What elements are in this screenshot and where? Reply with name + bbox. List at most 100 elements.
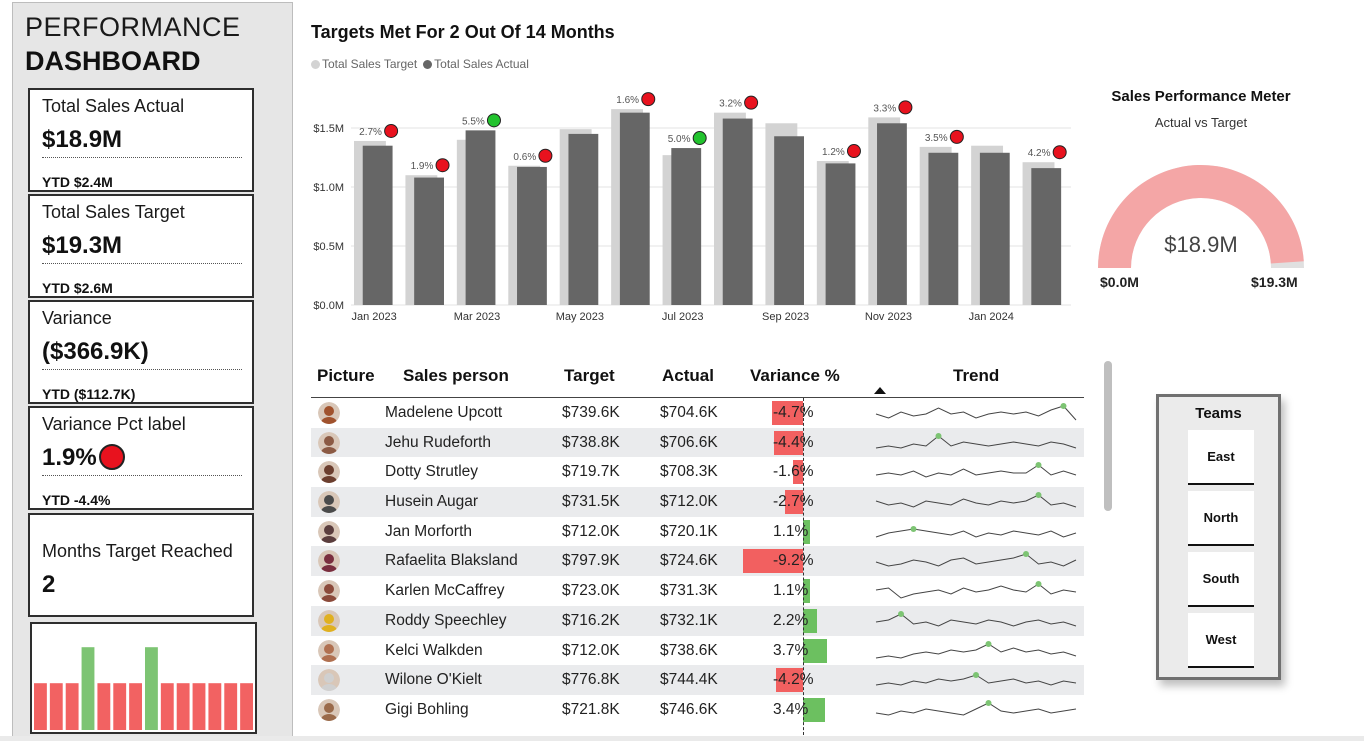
gauge-title: Sales Performance Meter: [1111, 88, 1291, 105]
dashboard-title-line2: DASHBOARD: [25, 46, 201, 76]
status-marker-icon: [692, 131, 707, 146]
chart-legend: Total Sales Target Total Sales Actual: [311, 57, 529, 71]
trend-line: [875, 435, 1077, 449]
kpi-value-text: 1.9%: [42, 444, 97, 471]
trend-line: [875, 528, 1077, 538]
table-row[interactable]: Jehu Rudeforth $738.8K $706.6K -4.4%: [311, 427, 1084, 458]
table-row[interactable]: Karlen McCaffrey $723.0K $731.3K 1.1%: [311, 576, 1084, 606]
status-marker-icon: [846, 144, 861, 159]
legend-label: Total Sales Actual: [434, 57, 529, 71]
table-row[interactable]: Madelene Upcott $739.6K $704.6K -4.7%: [311, 398, 1084, 428]
variance-value: 3.7%: [773, 641, 809, 659]
avatar: [318, 639, 340, 662]
trend-sparkline: [875, 610, 1077, 627]
trend-peak-marker: [985, 640, 992, 647]
status-marker-icon: [949, 129, 964, 144]
variance-bar: [803, 697, 826, 722]
actual-bar: [517, 166, 547, 305]
table-row[interactable]: Gigi Bohling $721.8K $746.6K 3.4%: [311, 695, 1084, 725]
sales-bar-chart: $0.0M $0.5M $1.0M $1.5M Jan 2023 2.7% 1.9% Mar …: [313, 92, 1071, 323]
target-value: $739.6K: [562, 404, 620, 421]
trend-line: [875, 642, 1077, 659]
x-tick-label: Mar 2023: [454, 311, 500, 323]
column-header-trend[interactable]: Trend: [953, 366, 1000, 385]
kpi-divider: [42, 369, 242, 370]
kpi-divider: [42, 263, 242, 264]
actual-bar: [825, 163, 856, 305]
target-value: $712.0K: [562, 641, 620, 659]
avatar: [318, 402, 340, 424]
table-row[interactable]: Roddy Speechley $716.2K $732.1K 2.2%: [311, 605, 1084, 636]
trend-sparkline: [875, 525, 1077, 538]
trend-peak-marker: [910, 525, 917, 532]
variance-value: -4.4%: [773, 433, 814, 451]
salesperson-name: Wilone O'Kielt: [385, 671, 482, 689]
x-tick-label: Jan 2023: [352, 311, 397, 323]
mini-bar: [192, 683, 206, 730]
table-row[interactable]: Kelci Walkden $712.0K $738.6K 3.7%: [311, 636, 1084, 666]
actual-bar: [979, 152, 1010, 305]
actual-bar: [465, 130, 496, 305]
team-button-west[interactable]: West: [1188, 613, 1254, 668]
salesperson-name: Gigi Bohling: [385, 700, 469, 718]
table-scrollbar[interactable]: [1104, 361, 1112, 511]
legend-item-actual[interactable]: Total Sales Actual: [423, 57, 529, 71]
variance-bar: [803, 519, 811, 544]
gauge-subtitle: Actual vs Target: [1154, 115, 1248, 130]
status-marker-icon: [486, 113, 501, 128]
gauge-min-label: $0.0M: [1100, 274, 1139, 290]
table-row[interactable]: Rafaelita Blaksland $797.9K $724.6K -9.2%: [311, 546, 1084, 577]
kpi-card-sales-target: Total Sales Target $19.3M YTD $2.6M: [28, 194, 254, 298]
actual-value: $738.6K: [660, 641, 718, 659]
kpi-value: $18.9M: [42, 126, 123, 153]
chart-title: Targets Met For 2 Out Of 14 Months: [311, 22, 615, 42]
x-tick-label: Sep 2023: [762, 311, 809, 323]
trend-line: [875, 405, 1077, 421]
trend-peak-marker: [1035, 462, 1042, 469]
variance-bar: [785, 490, 803, 515]
table-row[interactable]: Jan Morforth $712.0K $720.1K 1.1%: [311, 517, 1084, 547]
table-row[interactable]: Wilone O'Kielt $776.8K $744.4K -4.2%: [311, 665, 1084, 695]
data-label: 5.5%: [462, 116, 485, 127]
actual-bar: [619, 112, 650, 305]
status-marker-icon: [744, 95, 759, 110]
y-tick-label: $1.5M: [313, 123, 344, 135]
variance-value: -9.2%: [773, 552, 814, 570]
status-marker-icon: [384, 123, 399, 138]
status-marker-icon: [641, 92, 656, 107]
kpi-label: Variance: [42, 308, 112, 328]
avatar: [318, 431, 340, 454]
actual-value: $712.0K: [660, 493, 718, 511]
table-row[interactable]: Dotty Strutley $719.7K $708.3K -1.6%: [311, 457, 1084, 487]
column-header-picture[interactable]: Picture: [317, 366, 375, 385]
variance-zero-axis: [803, 398, 804, 741]
avatar: [318, 491, 340, 514]
actual-bar: [362, 145, 393, 305]
variance-bar: [803, 579, 811, 604]
legend-item-target[interactable]: Total Sales Target: [311, 57, 417, 71]
sort-ascending-icon[interactable]: [874, 387, 886, 394]
team-button-east[interactable]: East: [1188, 430, 1254, 485]
team-button-north[interactable]: North: [1188, 491, 1254, 546]
column-header-target[interactable]: Target: [564, 366, 615, 385]
trend-peak-marker: [1023, 551, 1029, 558]
table-row[interactable]: Husein Augar $731.5K $712.0K -2.7%: [311, 487, 1084, 517]
trend-line: [875, 613, 1077, 627]
trend-line: [875, 583, 1077, 599]
variance-bar: [772, 401, 803, 425]
table-body: Madelene Upcott $739.6K $704.6K -4.7% Jehu R…: [311, 398, 1084, 725]
x-tick-label: Jul 2023: [662, 311, 704, 323]
kpi-card-sales-actual: Total Sales Actual $18.9M YTD $2.4M: [28, 88, 254, 192]
column-header-actual[interactable]: Actual: [662, 366, 714, 385]
trend-sparkline: [875, 581, 1077, 599]
column-header-variance[interactable]: Variance %: [750, 366, 840, 385]
avatar: [318, 609, 340, 632]
kpi-value: ($366.9K): [42, 338, 149, 365]
team-button-south[interactable]: South: [1188, 552, 1254, 607]
salesperson-name: Jehu Rudeforth: [385, 433, 491, 451]
salesperson-name: Husein Augar: [385, 493, 479, 511]
x-tick-label: May 2023: [556, 311, 604, 323]
column-header-salesperson[interactable]: Sales person: [403, 366, 509, 385]
salesperson-name: Karlen McCaffrey: [385, 582, 505, 600]
target-value: $712.0K: [562, 522, 620, 540]
